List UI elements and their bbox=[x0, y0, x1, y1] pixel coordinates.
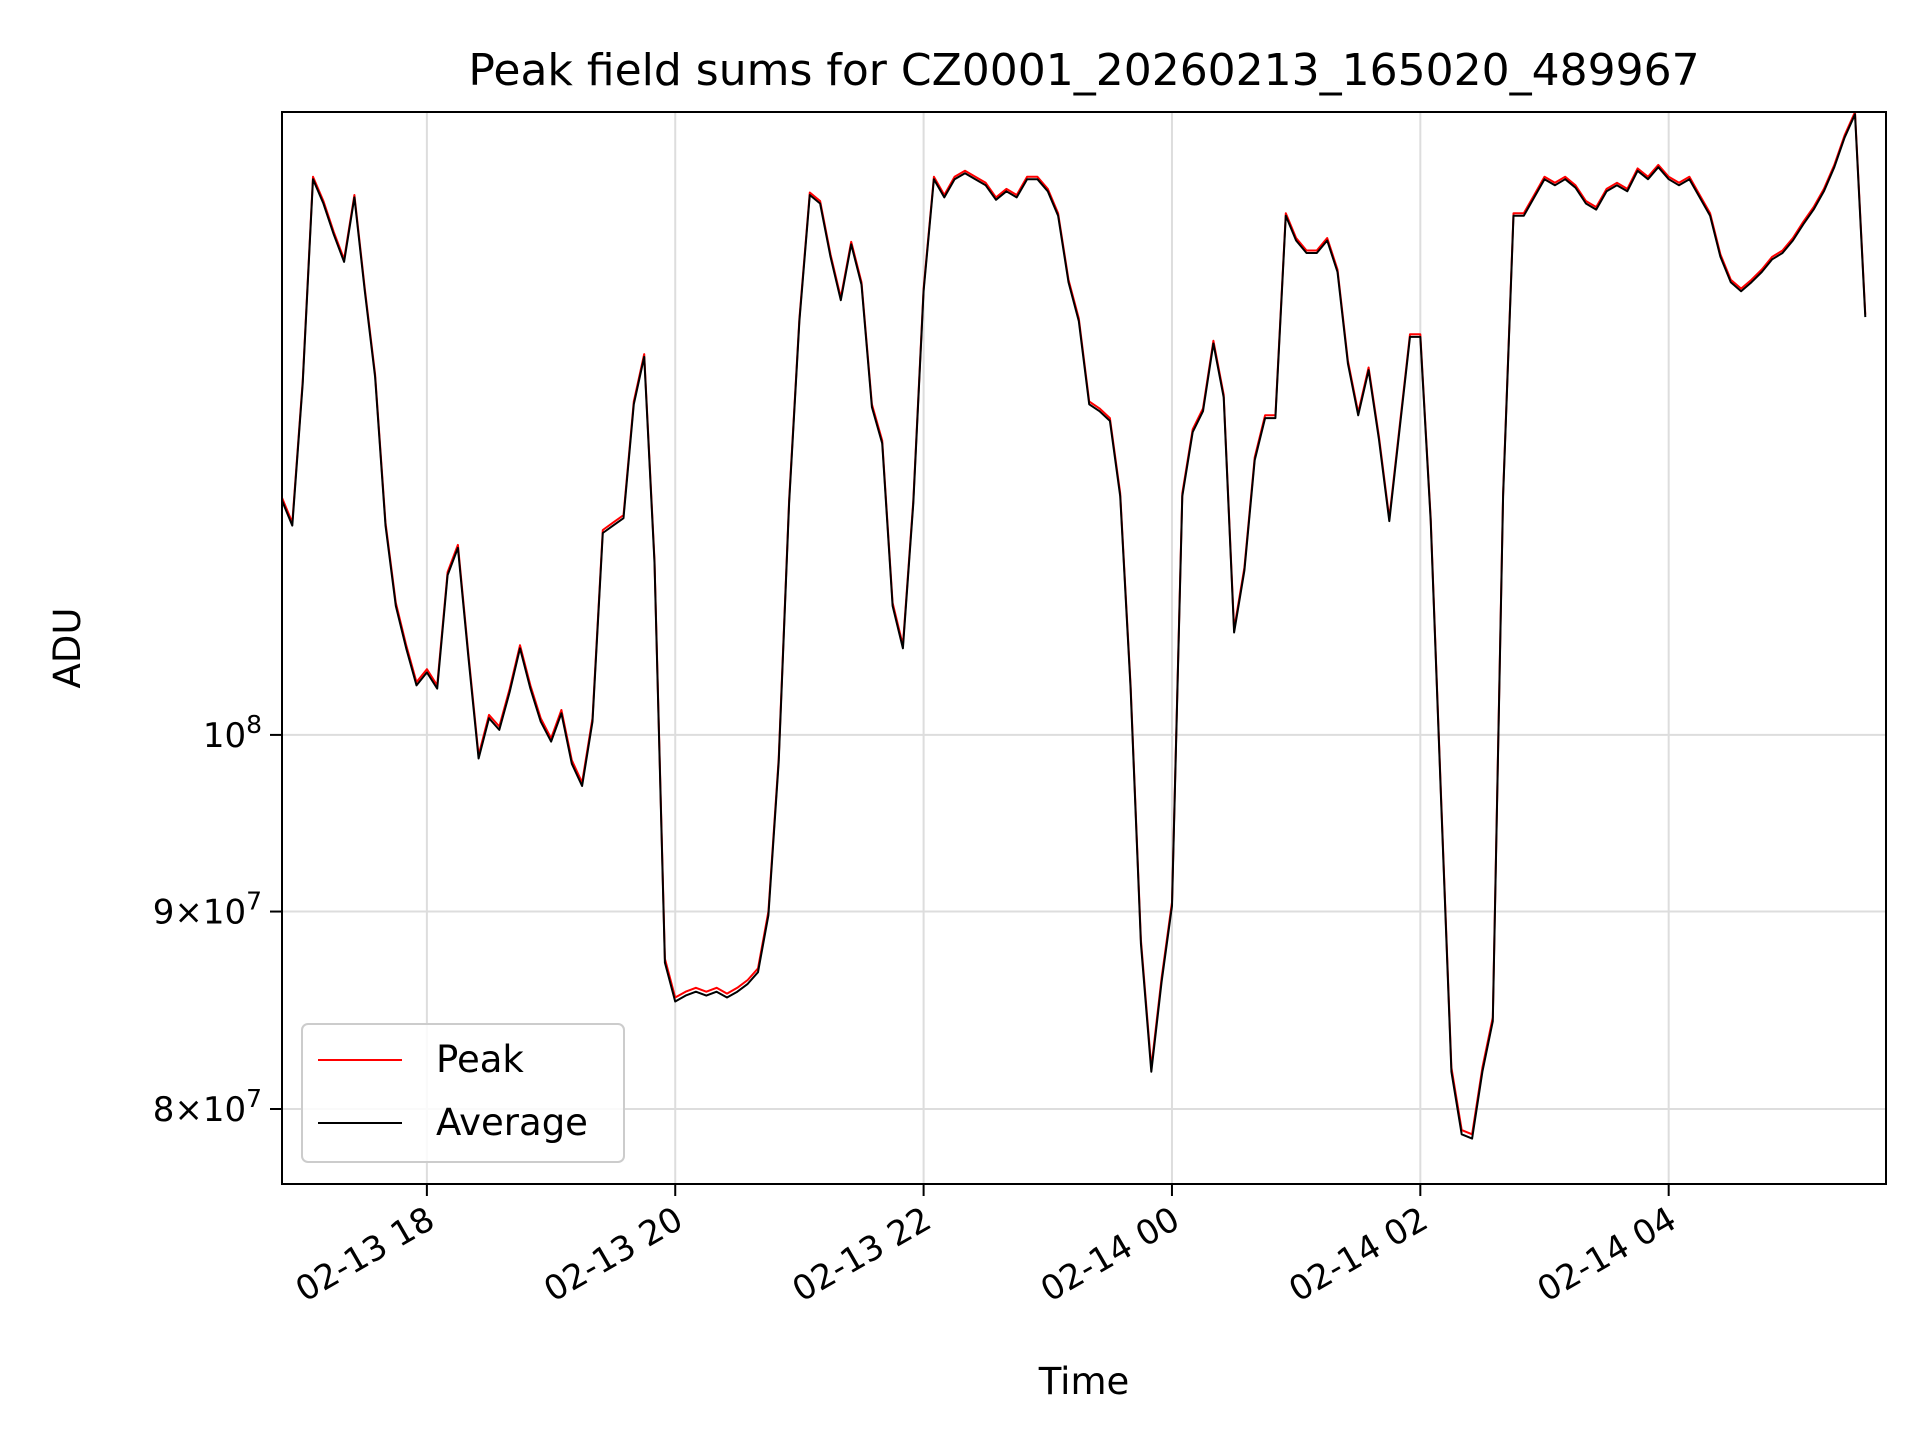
chart-title: Peak field sums for CZ0001_20260213_1650… bbox=[468, 45, 1699, 96]
legend: Peak Average bbox=[301, 1023, 625, 1163]
y-tick-base: 10 bbox=[203, 716, 246, 756]
y-tick-label: 8×107 bbox=[153, 1084, 262, 1130]
plot-frame bbox=[281, 111, 1887, 1185]
y-axis-label: ADU bbox=[46, 608, 89, 689]
x-axis-label: Time bbox=[1038, 1360, 1130, 1403]
legend-label-peak: Peak bbox=[436, 1038, 524, 1081]
y-tick-base: 9×10 bbox=[153, 893, 246, 933]
y-tick-label: 108 bbox=[203, 710, 262, 756]
y-tick-exponent: 8 bbox=[246, 710, 262, 739]
y-tick-base: 8×10 bbox=[153, 1090, 246, 1130]
y-tick-label: 9×107 bbox=[153, 887, 262, 933]
y-tick-exponent: 7 bbox=[246, 1084, 262, 1113]
legend-label-average: Average bbox=[436, 1101, 588, 1144]
series-line-average bbox=[282, 113, 1867, 1140]
legend-box bbox=[301, 1023, 625, 1163]
series-layer bbox=[282, 112, 1867, 1140]
y-tick-exponent: 7 bbox=[246, 887, 262, 916]
